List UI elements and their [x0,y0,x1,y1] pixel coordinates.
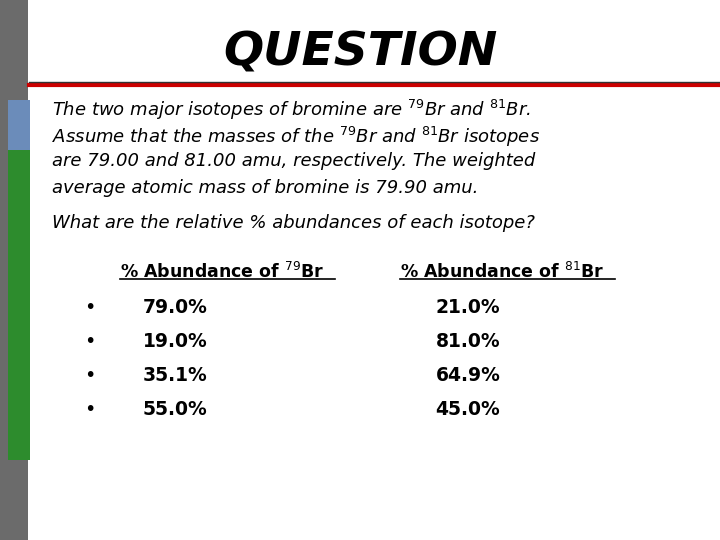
Text: •: • [84,400,96,419]
Text: % Abundance of $^{79}$Br: % Abundance of $^{79}$Br [120,262,324,282]
Text: are 79.00 and 81.00 amu, respectively. The weighted: are 79.00 and 81.00 amu, respectively. T… [52,152,535,170]
Text: Assume that the masses of the $^{79}$Br and $^{81}$Br isotopes: Assume that the masses of the $^{79}$Br … [52,125,540,149]
Text: average atomic mass of bromine is 79.90 amu.: average atomic mass of bromine is 79.90 … [52,179,478,197]
Text: 21.0%: 21.0% [436,298,500,317]
Text: 55.0%: 55.0% [143,400,207,419]
Text: •: • [84,366,96,385]
Text: 79.0%: 79.0% [143,298,207,317]
Text: The two major isotopes of bromine are $^{79}$Br and $^{81}$Br.: The two major isotopes of bromine are $^… [52,98,531,122]
FancyBboxPatch shape [8,150,30,460]
Text: •: • [84,298,96,317]
Text: 19.0%: 19.0% [143,332,207,351]
Text: 64.9%: 64.9% [436,366,500,385]
Text: 45.0%: 45.0% [436,400,500,419]
Text: % Abundance of $^{81}$Br: % Abundance of $^{81}$Br [400,262,604,282]
FancyBboxPatch shape [0,0,28,540]
Text: 81.0%: 81.0% [436,332,500,351]
FancyBboxPatch shape [8,100,30,230]
Text: What are the relative % abundances of each isotope?: What are the relative % abundances of ea… [52,214,535,232]
Text: QUESTION: QUESTION [223,30,497,75]
Text: •: • [84,332,96,351]
Text: 35.1%: 35.1% [143,366,207,385]
